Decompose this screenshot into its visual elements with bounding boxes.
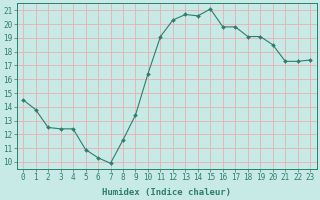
X-axis label: Humidex (Indice chaleur): Humidex (Indice chaleur) xyxy=(102,188,231,197)
